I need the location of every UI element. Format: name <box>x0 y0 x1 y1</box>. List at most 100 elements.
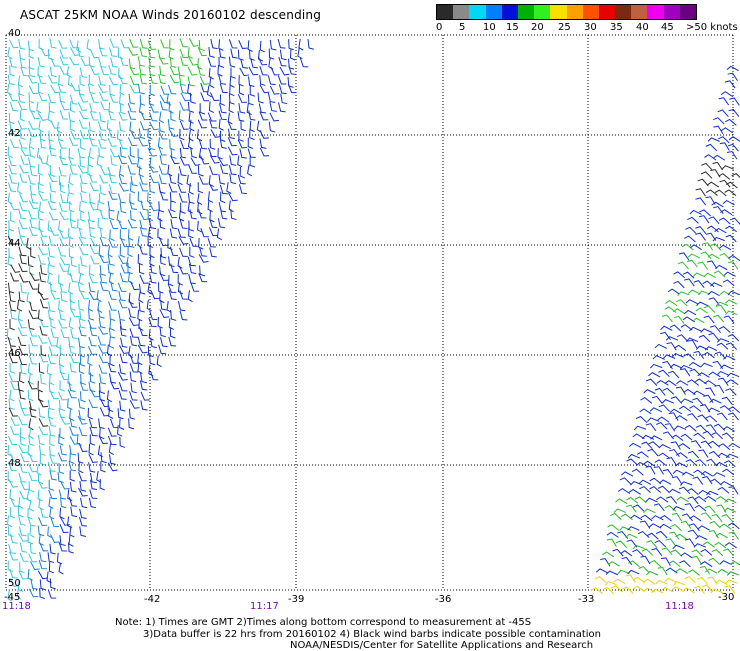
wind-barb <box>695 226 707 234</box>
lon-label: -33 <box>578 594 595 605</box>
wind-barb <box>27 256 34 268</box>
wind-barb <box>158 344 167 355</box>
wind-barb <box>228 56 236 68</box>
wind-barb <box>18 263 28 273</box>
wind-barb <box>237 49 244 61</box>
wind-barb <box>47 173 58 183</box>
wind-barb <box>721 514 733 522</box>
wind-barb <box>695 424 708 433</box>
wind-barb <box>679 368 691 377</box>
wind-barb <box>649 560 662 568</box>
wind-barb <box>709 398 722 404</box>
wind-barb <box>8 301 17 312</box>
wind-barb <box>49 373 55 386</box>
wind-barb <box>58 355 65 368</box>
wind-barb <box>708 216 720 225</box>
lat-label: 48 <box>8 458 21 469</box>
wind-barb <box>78 442 88 452</box>
lat-label: 40 <box>8 28 21 39</box>
wind-barb <box>662 387 675 395</box>
wind-barb <box>147 147 158 157</box>
wind-barb <box>230 209 237 221</box>
wind-barb <box>127 137 138 147</box>
wind-barb <box>68 148 74 160</box>
wind-barb <box>158 121 165 133</box>
wind-barb <box>149 74 158 84</box>
wind-barb <box>60 517 70 526</box>
wind-barb <box>672 506 685 511</box>
wind-barb <box>613 578 626 585</box>
wind-barb <box>714 227 727 234</box>
wind-barb <box>726 571 740 576</box>
wind-barb <box>710 478 722 486</box>
wind-barb <box>30 193 39 204</box>
wind-barb <box>158 174 167 185</box>
wind-barb <box>49 66 57 78</box>
wind-barb <box>50 328 59 339</box>
wind-barb <box>108 337 115 349</box>
wind-barb <box>107 400 114 412</box>
wind-barb <box>117 371 128 381</box>
wind-barb <box>58 489 67 500</box>
wind-barb <box>78 409 86 421</box>
wind-barb <box>98 245 104 258</box>
wind-barb <box>89 102 97 113</box>
wind-barb <box>119 326 127 337</box>
wind-barb <box>237 139 247 149</box>
wind-barb <box>57 83 66 93</box>
wind-barb <box>108 128 117 139</box>
wind-barb <box>138 319 144 331</box>
wind-barb <box>240 120 247 132</box>
wind-barb <box>68 381 76 392</box>
wind-barb <box>687 496 699 505</box>
wind-barb <box>267 75 276 86</box>
wind-barb <box>594 576 607 583</box>
wind-barb <box>18 533 28 542</box>
wind-barb <box>57 472 64 484</box>
wind-barb <box>68 173 74 186</box>
wind-barb <box>8 354 18 364</box>
wind-barb <box>130 130 140 139</box>
wind-barb <box>138 301 145 313</box>
wind-barb <box>208 101 215 114</box>
wind-barb <box>47 354 56 365</box>
wind-barb <box>107 255 115 266</box>
wind-barb <box>727 412 739 421</box>
wind-barb <box>119 319 127 331</box>
wind-barb <box>77 281 85 293</box>
wind-barb <box>37 182 44 194</box>
wind-barb <box>58 202 67 212</box>
wind-barb <box>20 481 30 490</box>
wind-barb <box>68 535 74 547</box>
wind-barb <box>118 299 128 309</box>
wind-barb <box>77 148 86 159</box>
wind-barb <box>8 174 17 184</box>
wind-barb <box>58 462 65 475</box>
wind-barb <box>108 238 118 248</box>
wind-barb <box>158 73 166 85</box>
wind-barb <box>48 426 56 437</box>
wind-barb <box>665 538 677 547</box>
wind-barb <box>18 389 26 400</box>
wind-barb <box>706 490 719 496</box>
wind-barb <box>28 137 35 150</box>
wind-barb <box>687 450 700 459</box>
wind-barb <box>48 146 57 157</box>
wind-barb <box>49 165 56 177</box>
wind-barb <box>58 166 67 177</box>
wind-barb <box>147 227 154 240</box>
wind-barb <box>159 154 167 166</box>
wind-barb <box>8 551 19 561</box>
wind-barb <box>137 336 146 347</box>
wind-barb <box>692 390 705 397</box>
wind-barb <box>713 423 726 431</box>
wind-barb <box>7 560 13 572</box>
wind-barb <box>119 229 126 241</box>
wind-barb <box>109 93 119 103</box>
wind-barb <box>127 110 136 120</box>
legend-swatch <box>566 5 583 19</box>
wind-barb <box>638 565 650 574</box>
wind-barb <box>59 237 69 247</box>
wind-barb <box>199 246 207 257</box>
